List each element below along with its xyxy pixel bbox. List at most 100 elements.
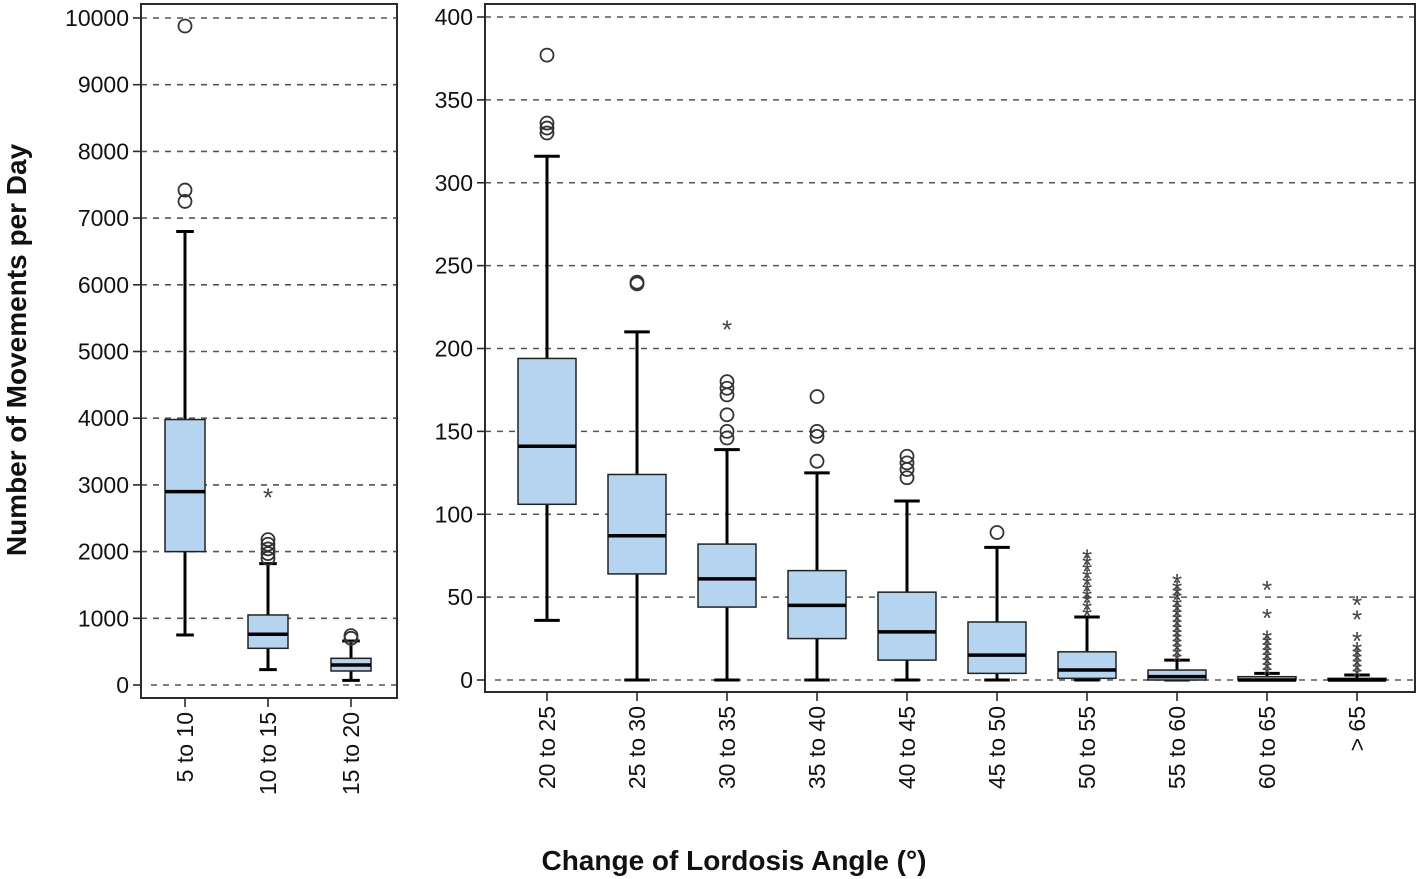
extreme-point: * (1082, 588, 1092, 618)
outlier-point (260, 550, 276, 566)
box-group: * 10 to 15 (247, 483, 289, 795)
iqr-box (697, 543, 757, 608)
extreme-point: * (1172, 585, 1182, 615)
y-tick-label: 0 (460, 667, 473, 693)
y-tick-label: 400 (435, 4, 473, 30)
outlier-point (343, 628, 359, 644)
outlier-point (539, 115, 555, 131)
box-group: * 30 to 35 (697, 315, 757, 789)
box-group: *********> 65 (1327, 590, 1387, 751)
extreme-point: * (1172, 580, 1182, 610)
y-tick-label: 0 (116, 672, 129, 698)
extreme-point: * (1172, 601, 1182, 631)
outlier-point (719, 407, 735, 423)
outlier-point (809, 453, 825, 469)
outlier-point (260, 536, 276, 552)
iqr-box (877, 591, 937, 661)
extreme-point: * (1082, 563, 1092, 593)
extreme-point: * (1352, 626, 1362, 656)
iqr-box (517, 357, 577, 506)
y-tick-label: 8000 (78, 138, 129, 164)
box-group: 45 to 50 (967, 525, 1027, 789)
extreme-point: * (263, 483, 273, 513)
extreme-point: * (1262, 644, 1272, 674)
extreme-point: * (1082, 601, 1092, 631)
y-tick-label: 10000 (65, 5, 129, 31)
y-tick-label: 3000 (78, 472, 129, 498)
extreme-point: * (1262, 625, 1272, 655)
box-group: 40 to 45 (877, 448, 937, 789)
extreme-point: * (1352, 656, 1362, 686)
y-tick-label: 250 (435, 253, 473, 279)
y-tick-label: 300 (435, 170, 473, 196)
extreme-point: * (1082, 543, 1092, 573)
box-group: 20 to 25 (517, 47, 577, 789)
extreme-point: * (1172, 646, 1182, 676)
y-axis-title: Number of Movements per Day (1, 143, 32, 556)
extreme-point: * (1172, 596, 1182, 626)
extreme-point: * (1172, 641, 1182, 671)
y-tick-label: 100 (435, 501, 473, 527)
extreme-point: * (1172, 611, 1182, 641)
box-group: **********60 to 65 (1237, 575, 1297, 789)
extreme-point: * (1352, 646, 1362, 676)
x-tick-label: 30 to 35 (714, 706, 740, 789)
y-tick-label: 50 (447, 584, 473, 610)
x-tick-label: > 65 (1344, 706, 1370, 751)
outlier-point (260, 532, 276, 547)
y-tick-label: 4000 (78, 405, 129, 431)
extreme-point: * (1352, 641, 1362, 671)
y-tick-label: 350 (435, 87, 473, 113)
box-group: 35 to 40 (787, 389, 847, 789)
outlier-point (260, 541, 276, 557)
extreme-point: * (1082, 550, 1092, 580)
extreme-point: * (1172, 568, 1182, 598)
extreme-point: * (1172, 621, 1182, 651)
extreme-point: * (1172, 591, 1182, 621)
extreme-point: * (1172, 631, 1182, 661)
extreme-point: * (1352, 636, 1362, 666)
y-tick-label: 1000 (78, 605, 129, 631)
extreme-point: * (722, 315, 732, 345)
outlier-point (539, 120, 555, 136)
extreme-point: * (1262, 635, 1272, 665)
x-tick-label: 50 to 55 (1074, 706, 1100, 789)
x-tick-label: 5 to 10 (172, 712, 198, 782)
plot-frame (484, 3, 1416, 693)
outlier-point (177, 18, 193, 34)
x-tick-label: 20 to 25 (534, 706, 560, 789)
outlier-point (539, 125, 555, 141)
y-tick-label: 2000 (78, 539, 129, 565)
x-tick-label: 35 to 40 (804, 706, 830, 789)
outlier-point (719, 380, 735, 396)
outlier-point (899, 448, 915, 464)
extreme-point: * (1352, 605, 1362, 635)
outlier-point (809, 423, 825, 439)
extreme-point: * (1082, 595, 1092, 625)
y-tick-label: 9000 (78, 72, 129, 98)
outlier-point (719, 423, 735, 439)
right-panel: 0 50 100 150 200 250 300 350 400 20 to 25 25 to 30… (435, 3, 1416, 789)
extreme-point: * (1262, 575, 1272, 605)
outlier-point (629, 274, 645, 290)
extreme-point: * (1262, 603, 1272, 633)
box-group: 25 to 30 (607, 274, 667, 789)
left-panel: 0 1000 2000 3000 4000 5000 6000 7000 8000 9000 100… (65, 3, 398, 795)
y-tick-label: 7000 (78, 205, 129, 231)
outlier-point (177, 194, 193, 209)
y-tick-label: 200 (435, 336, 473, 362)
y-tick-label: 5000 (78, 339, 129, 365)
extreme-point: * (1082, 570, 1092, 600)
outlier-point (719, 374, 735, 390)
x-axis-title: Change of Lordosis Angle (°) (541, 845, 926, 876)
extreme-point: * (1172, 636, 1182, 666)
x-tick-label: 40 to 45 (894, 706, 920, 789)
extreme-point: * (1262, 659, 1272, 689)
extreme-point: * (1082, 557, 1092, 587)
outlier-point (260, 546, 276, 562)
x-tick-label: 10 to 15 (255, 712, 281, 795)
iqr-box (164, 418, 206, 553)
box-group: 5 to 10 (164, 18, 206, 782)
